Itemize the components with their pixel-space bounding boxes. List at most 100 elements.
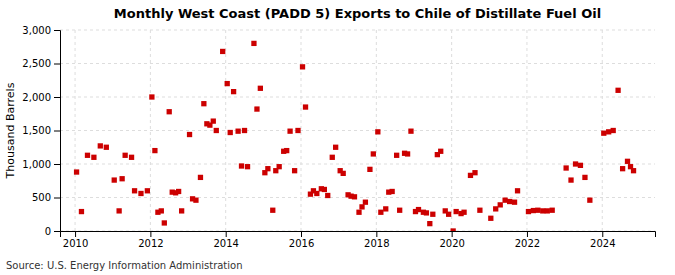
point [451,228,456,231]
tick-mark [54,131,60,132]
point [91,155,96,160]
point [568,177,573,182]
tick-label: 2,500 [22,58,51,69]
point [446,212,451,217]
point [231,89,236,94]
tick-mark [301,231,302,237]
point [322,187,327,192]
tick-mark [226,231,227,237]
tick-label: 1,500 [22,125,51,136]
point [242,128,247,133]
tick-label: 2024 [590,238,615,249]
point [198,175,203,180]
point [631,168,636,173]
point [515,188,520,193]
point [214,128,219,133]
point [408,129,413,134]
grid-line-y [60,63,655,64]
tick-mark [54,30,60,31]
tick: 3,000 [22,25,60,36]
point [129,155,134,160]
point [601,131,606,136]
grid-line-y [60,164,655,165]
point [300,64,305,69]
grid [60,30,655,231]
tick: 1,000 [22,159,60,170]
tick-mark [150,231,151,237]
point [277,164,282,169]
point [493,206,498,211]
point [284,148,289,153]
point [615,88,620,93]
point [383,206,388,211]
point [235,129,240,134]
point [270,208,275,213]
tick-label: 2010 [63,238,88,249]
point [251,41,256,46]
point [145,188,150,193]
point [378,210,383,215]
tick-mark [54,231,60,232]
point [507,199,512,204]
tick-label: 2022 [515,238,540,249]
point [356,210,361,215]
point [152,148,157,153]
y-axis: 05001,0001,5002,0002,5003,000 [22,25,60,237]
point [625,159,630,164]
point [531,208,536,213]
point [193,198,198,203]
point [333,145,338,150]
point [116,208,121,213]
chart: 2010201220142016201820202022202405001,00… [0,0,675,275]
points [74,41,636,231]
point [167,109,172,114]
tick-label: 2020 [439,238,464,249]
tick-label: 3,000 [22,25,51,36]
tick-label: 1,000 [22,159,51,170]
title: Monthly West Coast (PADD 5) Exports to C… [114,6,601,21]
tick: 2010 [63,231,88,249]
tick-mark [54,198,60,199]
point [526,209,531,214]
axis-line [54,31,61,232]
point [138,191,143,196]
point [258,86,263,91]
point [389,189,394,194]
grid-line-y [60,130,655,131]
tick: 1,500 [22,125,60,136]
point [159,208,164,213]
point [314,191,319,196]
point [254,106,259,111]
point [427,221,432,226]
point [363,200,368,205]
point [405,151,410,156]
point [535,208,540,213]
point [488,216,493,221]
point [375,129,380,134]
point [104,145,109,150]
tick-mark [54,164,60,165]
point [187,132,192,137]
point [606,129,611,134]
point [325,193,330,198]
point [461,210,466,215]
point [330,155,335,160]
point [149,94,154,99]
point [454,209,459,214]
point [132,188,137,193]
grid-line-y [60,30,655,31]
point [438,149,443,154]
tick: 2016 [289,231,314,249]
point [397,208,402,213]
point [416,207,421,212]
point [359,204,364,209]
point [239,163,244,168]
point [394,153,399,158]
point [367,167,372,172]
point [477,208,482,213]
tick: 2020 [439,231,464,249]
point [201,101,206,106]
tick: 500 [32,192,60,203]
point [430,212,435,217]
tick: 2014 [213,231,238,249]
